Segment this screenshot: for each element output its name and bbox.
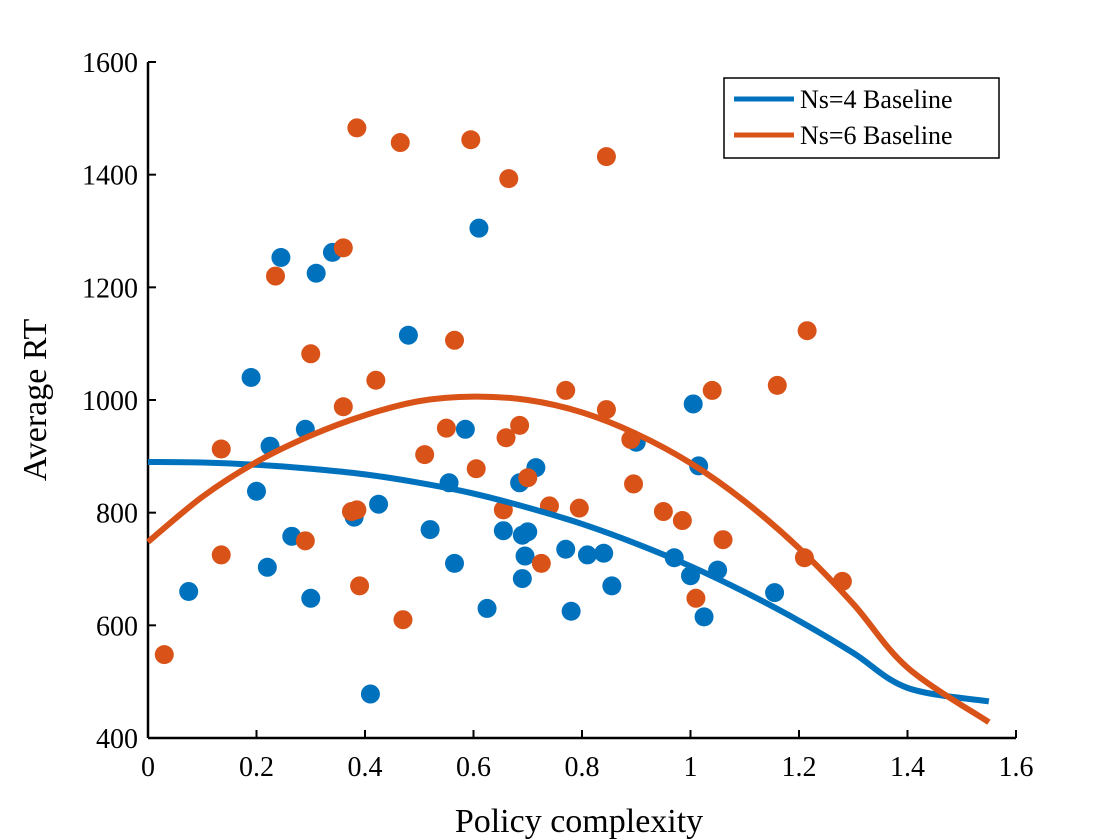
scatter-point-series-0 [420, 520, 440, 540]
scatter-point-series-1 [347, 118, 367, 138]
scatter-point-series-0 [512, 569, 532, 589]
legend: Ns=4 Baseline Ns=6 Baseline [723, 77, 1000, 159]
scatter-point-series-1 [350, 576, 370, 596]
scatter-point-series-1 [461, 130, 481, 150]
points-layer [154, 118, 852, 704]
x-tick-label: 0.2 [239, 752, 274, 783]
scatter-point-series-1 [265, 266, 285, 286]
scatter-point-series-0 [369, 494, 389, 514]
scatter-point-series-1 [366, 370, 386, 390]
scatter-point-series-1 [518, 468, 538, 488]
scatter-point-series-1 [333, 238, 353, 258]
scatter-point-series-1 [531, 553, 551, 573]
scatter-point-series-1 [211, 439, 231, 459]
scatter-point-series-1 [436, 418, 456, 438]
scatter-point-series-1 [596, 400, 616, 420]
scatter-point-series-1 [510, 415, 530, 435]
x-tick-label: 1 [684, 752, 698, 783]
scatter-point-series-0 [765, 583, 785, 603]
scatter-point-series-1 [211, 545, 231, 565]
scatter-point-series-1 [653, 502, 673, 522]
y-tick-label: 1000 [82, 386, 138, 417]
scatter-point-series-0 [694, 607, 714, 627]
scatter-point-series-1 [154, 645, 174, 665]
scatter-point-series-0 [602, 576, 622, 596]
scatter-point-series-1 [672, 511, 692, 531]
x-tick-label: 0.4 [348, 752, 383, 783]
scatter-point-series-1 [499, 169, 519, 189]
scatter-point-series-1 [797, 321, 817, 341]
scatter-point-series-0 [577, 545, 597, 565]
scatter-point-series-0 [556, 539, 576, 559]
scatter-point-series-1 [445, 330, 465, 350]
y-tick-label: 1600 [82, 48, 138, 79]
scatter-point-series-1 [556, 380, 576, 400]
x-ticks: 0 0.2 0.4 0.6 0.8 1 1.2 1.4 1.6 [141, 730, 1034, 783]
y-tick-label: 600 [96, 611, 138, 642]
scatter-point-series-0 [360, 684, 380, 704]
scatter-point-series-1 [713, 530, 733, 550]
scatter-point-series-1 [390, 133, 410, 153]
scatter-point-series-1 [686, 588, 706, 608]
y-ticks: 400 600 800 1000 1200 1400 1600 [82, 48, 156, 755]
scatter-point-series-0 [493, 521, 513, 541]
x-tick-label: 1.6 [999, 752, 1034, 783]
scatter-point-series-0 [247, 481, 266, 501]
legend-box [723, 77, 1000, 159]
x-tick-label: 0.6 [456, 752, 491, 783]
scatter-point-series-1 [496, 428, 516, 448]
scatter-point-series-1 [596, 147, 616, 167]
scatter-point-series-1 [295, 531, 315, 551]
x-axis-title: Policy complexity [455, 803, 703, 840]
scatter-point-series-0 [561, 601, 581, 621]
scatter-point-series-1 [333, 397, 353, 417]
scatter-point-series-1 [794, 548, 814, 568]
scatter-point-series-1 [569, 498, 589, 518]
scatter-point-series-0 [683, 394, 703, 414]
y-tick-label: 1200 [82, 273, 138, 304]
scatter-point-series-0 [445, 553, 465, 573]
scatter-point-series-0 [455, 419, 475, 439]
scatter-point-series-0 [594, 543, 614, 563]
scatter-point-series-0 [515, 546, 535, 566]
legend-label-ns6: Ns=6 Baseline [800, 121, 953, 150]
fit-curve-series-0 [147, 458, 990, 705]
scatter-point-series-0 [477, 598, 497, 618]
scatter-point-series-1 [415, 445, 435, 465]
scatter-point-series-0 [518, 522, 538, 542]
scatter-point-series-0 [398, 325, 418, 345]
scatter-point-series-0 [179, 582, 199, 602]
scatter-point-series-1 [347, 500, 367, 520]
legend-label-ns4: Ns=4 Baseline [800, 85, 953, 114]
x-tick-label: 0.8 [565, 752, 600, 783]
fit-layer [146, 393, 991, 725]
x-tick-label: 1.2 [782, 752, 817, 783]
scatter-point-series-0 [257, 557, 277, 577]
scatter-point-series-0 [301, 588, 321, 608]
scatter-point-series-1 [702, 380, 722, 400]
scatter-point-series-1 [624, 474, 644, 494]
y-tick-label: 400 [96, 724, 138, 755]
scatter-point-series-1 [393, 610, 413, 630]
y-tick-label: 1400 [82, 161, 138, 192]
scatter-point-series-0 [271, 247, 291, 267]
scatter-point-series-0 [306, 263, 326, 283]
fit-curve-series-1 [146, 393, 991, 725]
y-tick-label: 800 [96, 499, 138, 530]
scatter-point-series-1 [466, 459, 486, 479]
scatter-point-series-1 [767, 375, 787, 395]
x-tick-label: 0 [141, 752, 155, 783]
y-axis-title: Average RT [17, 319, 54, 482]
scatter-point-series-1 [301, 344, 321, 364]
scatter-point-series-0 [469, 218, 489, 238]
scatter-point-series-0 [241, 367, 261, 387]
x-tick-label: 1.4 [890, 752, 925, 783]
axes [146, 62, 1016, 740]
